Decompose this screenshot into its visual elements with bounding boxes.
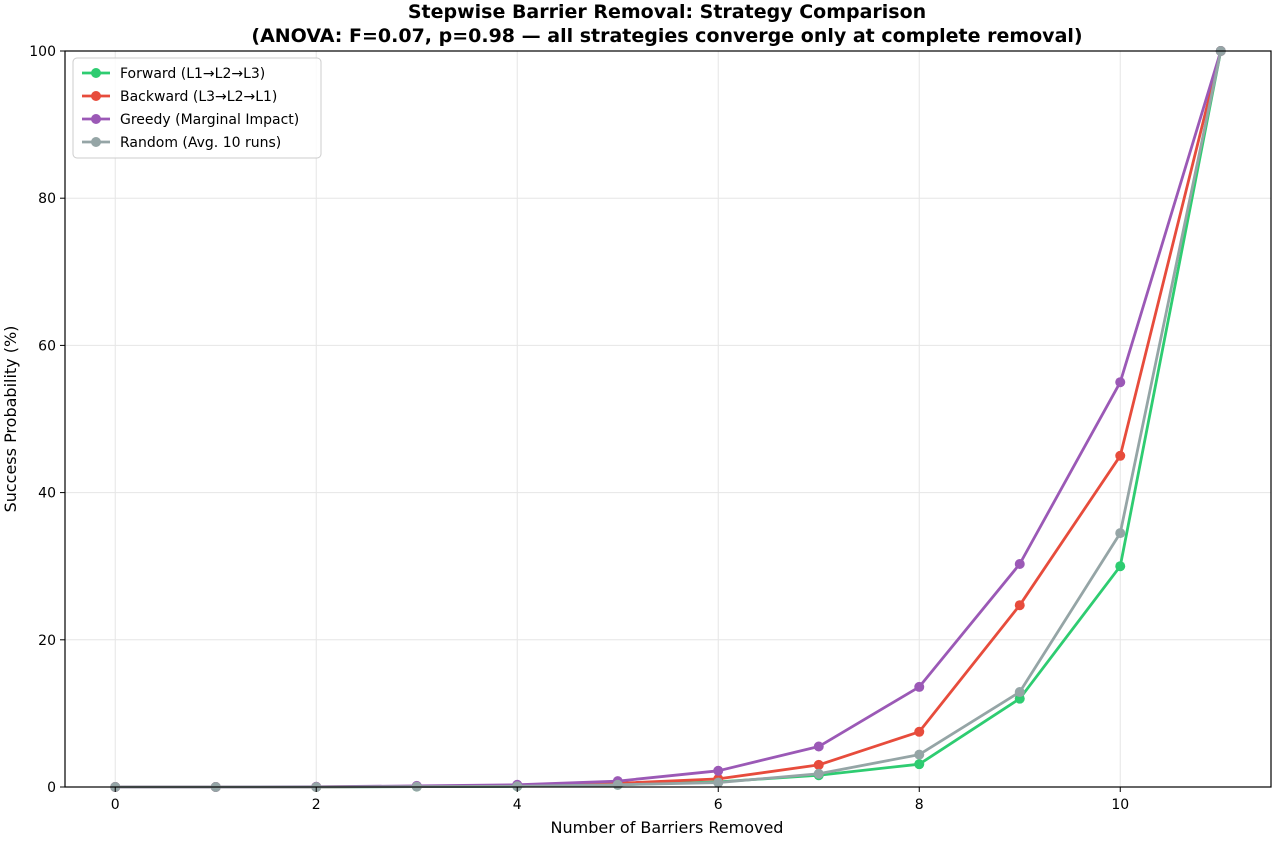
legend-label: Greedy (Marginal Impact) xyxy=(120,112,299,128)
data-point xyxy=(813,759,824,770)
plot-frame xyxy=(64,50,1272,788)
data-point xyxy=(914,726,925,737)
x-tick-label: 8 xyxy=(915,797,924,813)
chart-subtitle: (ANOVA: F=0.07, p=0.98 — all strategies … xyxy=(251,25,1082,47)
data-point xyxy=(914,749,925,760)
chart-title: Stepwise Barrier Removal: Strategy Compa… xyxy=(408,1,926,23)
legend-box xyxy=(72,57,322,159)
data-point xyxy=(1115,377,1126,388)
y-axis-label: Success Probability (%) xyxy=(1,326,20,513)
legend-label: Backward (L3→L2→L1) xyxy=(120,89,277,105)
legend-label: Random (Avg. 10 runs) xyxy=(120,135,281,151)
y-tick-label: 100 xyxy=(29,44,56,60)
data-point xyxy=(713,765,724,776)
y-tick-label: 60 xyxy=(38,338,56,354)
x-tick-label: 6 xyxy=(714,797,723,813)
data-point xyxy=(1014,687,1025,698)
data-point xyxy=(713,777,724,788)
data-point xyxy=(1014,600,1025,611)
data-point xyxy=(1115,528,1126,539)
legend-item: Greedy (Marginal Impact) xyxy=(82,112,299,128)
data-point xyxy=(1115,561,1126,572)
legend-marker xyxy=(91,137,101,147)
y-tick-label: 20 xyxy=(38,633,56,649)
x-tick-label: 0 xyxy=(111,797,120,813)
legend-label: Forward (L1→L2→L3) xyxy=(120,66,265,82)
legend-marker xyxy=(91,68,101,78)
legend: Forward (L1→L2→L3) Backward (L3→L2→L1) Gre… xyxy=(72,57,322,159)
legend-item: Forward (L1→L2→L3) xyxy=(82,66,265,82)
legend-marker xyxy=(91,114,101,124)
data-point xyxy=(914,681,925,692)
x-tick-label: 10 xyxy=(1111,797,1129,813)
data-point xyxy=(512,781,523,792)
y-tick-label: 0 xyxy=(47,780,56,796)
legend-item: Random (Avg. 10 runs) xyxy=(82,135,281,151)
x-tick-label: 4 xyxy=(513,797,522,813)
y-tick-label: 80 xyxy=(38,191,56,207)
x-axis-label: Number of Barriers Removed xyxy=(551,818,784,837)
legend-item: Backward (L3→L2→L1) xyxy=(82,89,277,105)
legend-marker xyxy=(91,91,101,101)
data-point xyxy=(1014,558,1025,569)
x-tick-label: 2 xyxy=(312,797,321,813)
data-point xyxy=(914,759,925,770)
y-tick-label: 40 xyxy=(38,486,56,502)
data-point xyxy=(813,768,824,779)
data-point xyxy=(1115,450,1126,461)
data-point xyxy=(813,741,824,752)
data-point xyxy=(612,779,623,790)
